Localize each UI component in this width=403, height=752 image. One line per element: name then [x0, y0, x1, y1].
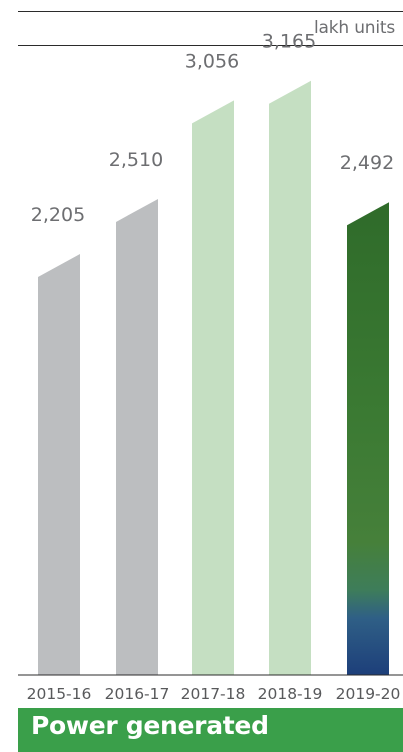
chart-title: Power generated: [31, 711, 269, 740]
x-tick-2016-17: 2016-17: [105, 685, 170, 703]
x-tick-2017-18: 2017-18: [181, 685, 246, 703]
value-label-2016-17: 2,510: [109, 149, 163, 171]
value-label-2015-16: 2,205: [31, 204, 85, 226]
value-label-2017-18: 3,056: [185, 50, 239, 72]
bar-2019-20: [347, 202, 389, 675]
bar-2015-16: [38, 253, 80, 675]
x-tick-2015-16: 2015-16: [27, 685, 92, 703]
top-rule: [18, 11, 403, 12]
bar-chart: 2,205 2,510 3,056 3,165 2,492 2015-16 2016-17…: [18, 31, 403, 703]
value-label-2018-19: 3,165: [262, 31, 316, 53]
x-tick-2019-20: 2019-20: [336, 685, 401, 703]
unit-label: lakh units: [314, 18, 395, 38]
bar-2017-18: [192, 100, 234, 676]
x-tick-2018-19: 2018-19: [258, 685, 323, 703]
unit-rule: [18, 45, 403, 46]
chart-title-bar: Power generated: [18, 708, 403, 752]
value-label-2019-20: 2,492: [340, 152, 394, 174]
bar-2016-17: [116, 198, 158, 675]
bar-2018-19: [269, 80, 311, 675]
